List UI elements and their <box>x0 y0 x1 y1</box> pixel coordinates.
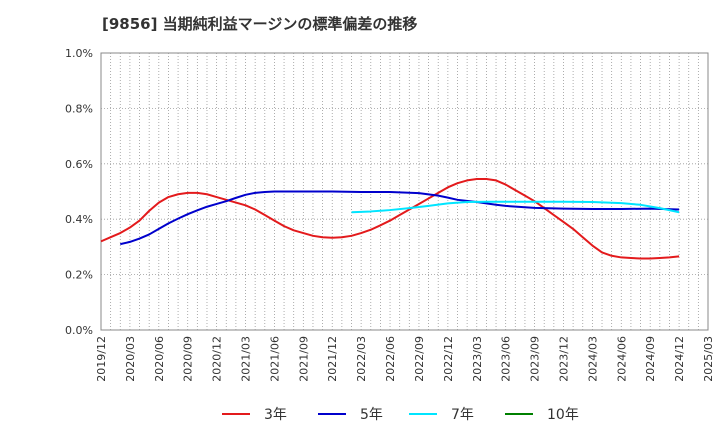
x-tick-label: 2020/03 <box>124 336 137 382</box>
series-line-1 <box>100 178 680 260</box>
x-tick-label: 2020/06 <box>153 336 166 382</box>
x-tick-label: 2025/03 <box>702 336 715 382</box>
x-tick-label: 2021/09 <box>297 336 310 382</box>
series-line-2 <box>120 190 680 246</box>
x-tick-label: 2020/09 <box>182 336 195 382</box>
series-lines <box>100 178 680 260</box>
y-tick-label: 0.2% <box>65 269 93 282</box>
x-tick-label: 2020/12 <box>211 336 224 382</box>
x-tick-label: 2024/03 <box>586 336 599 382</box>
x-tick-label: 2023/09 <box>529 336 542 382</box>
x-tick-label: 2024/06 <box>615 336 628 382</box>
legend-label: 5年 <box>360 407 383 423</box>
y-tick-label: 0.4% <box>65 213 93 226</box>
x-tick-label: 2021/12 <box>326 336 339 382</box>
x-tick-label: 2021/06 <box>268 336 281 382</box>
x-tick-label: 2023/03 <box>471 336 484 382</box>
series-line-3 <box>351 200 680 214</box>
legend-label: 3年 <box>264 407 287 423</box>
legend-label: 10年 <box>547 407 579 423</box>
x-axis-ticks: 2019/12 2020/03 2020/06 2020/09 2020/12 2021/… <box>95 336 715 382</box>
y-tick-label: 0.8% <box>65 102 93 115</box>
x-tick-label: 2022/12 <box>442 336 455 382</box>
x-tick-label: 2023/12 <box>557 336 570 382</box>
x-tick-label: 2024/12 <box>673 336 686 382</box>
legend-label: 7年 <box>451 407 474 423</box>
x-tick-label: 2019/12 <box>95 336 108 382</box>
chart-title: [9856] 当期純利益マージンの標準偏差の推移 <box>102 15 418 33</box>
y-tick-label: 0.0% <box>65 324 93 337</box>
x-tick-label: 2024/09 <box>644 336 657 382</box>
y-tick-label: 0.6% <box>65 158 93 171</box>
y-tick-label: 1.0% <box>65 47 93 60</box>
x-tick-label: 2022/09 <box>413 336 426 382</box>
x-tick-label: 2022/03 <box>355 336 368 382</box>
y-axis-ticks: 0.0% 0.2% 0.4% 0.6% 0.8% 1.0% <box>65 47 93 337</box>
x-tick-label: 2022/06 <box>384 336 397 382</box>
legend: 3年 5年 7年 10年 <box>222 407 579 423</box>
x-tick-label: 2021/03 <box>240 336 253 382</box>
plot-area <box>100 52 709 331</box>
x-tick-label: 2023/06 <box>500 336 513 382</box>
